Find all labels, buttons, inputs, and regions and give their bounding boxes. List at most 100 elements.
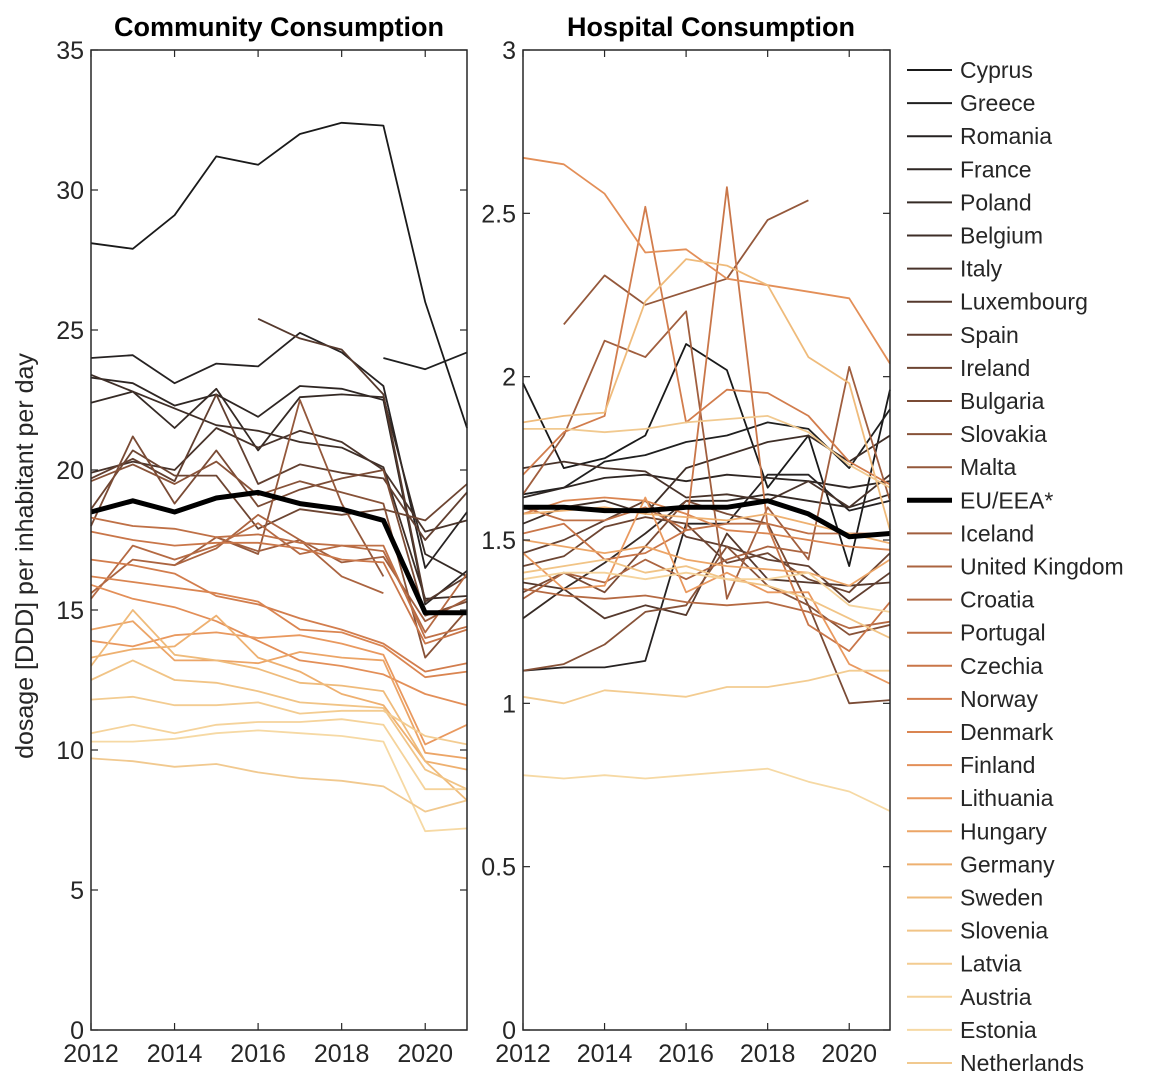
legend-entry-netherlands: Netherlands bbox=[907, 1050, 1084, 1076]
legend-entry-ireland: Ireland bbox=[907, 355, 1030, 381]
hospital-line-sweden bbox=[522, 258, 891, 531]
legend-entry-norway: Norway bbox=[907, 686, 1038, 712]
community-line-slovenia bbox=[90, 659, 468, 791]
community-line-hungary bbox=[90, 620, 468, 760]
legend-entry-slovakia: Slovakia bbox=[907, 421, 1047, 447]
legend-entry-czechia: Czechia bbox=[907, 653, 1043, 679]
community-panel-title: Community Consumption bbox=[114, 12, 444, 42]
hospital-y-tick-label: 0.5 bbox=[481, 854, 516, 882]
legend-label: Lithuania bbox=[960, 785, 1054, 811]
legend-label: Malta bbox=[960, 454, 1016, 480]
community-line-eu-eea bbox=[90, 489, 467, 616]
community-line-cyprus bbox=[90, 121, 468, 429]
community-y-tick-label: 5 bbox=[70, 877, 84, 905]
community-line-luxembourg bbox=[257, 317, 468, 603]
legend-entry-hungary: Hungary bbox=[907, 818, 1047, 844]
community-x-tick-label: 2014 bbox=[147, 1040, 203, 1068]
community-plot-area bbox=[91, 50, 467, 1030]
community-x-tick-label: 2020 bbox=[397, 1040, 453, 1068]
community-axes-box bbox=[90, 49, 468, 1031]
hospital-x-tick-label: 2012 bbox=[495, 1040, 551, 1068]
hospital-y-tick-label: 2 bbox=[502, 364, 516, 392]
community-line-iceland bbox=[174, 536, 468, 623]
hospital-line-eu-eea bbox=[523, 498, 891, 540]
legend-label: United Kingdom bbox=[960, 554, 1124, 580]
community-line-denmark bbox=[90, 575, 468, 679]
community-line-belgium bbox=[90, 373, 468, 600]
legend-label: Germany bbox=[960, 851, 1055, 877]
hospital-line-portugal bbox=[522, 506, 890, 535]
legend-label: Czechia bbox=[960, 653, 1043, 679]
hospital-consumption-panel: Hospital Consumption 2012 2014 2016 2018 202… bbox=[481, 12, 891, 1068]
legend-label: Croatia bbox=[960, 587, 1034, 613]
y-axis-label: dosage [DDD] per inhabitant per day bbox=[11, 353, 39, 759]
hospital-line-croatia bbox=[522, 588, 891, 630]
legend-label: EU/EEA* bbox=[960, 487, 1053, 513]
hospital-plot-area bbox=[523, 50, 890, 1030]
hospital-line-poland bbox=[522, 493, 891, 620]
hospital-x-tick-label: 2016 bbox=[658, 1040, 714, 1068]
hospital-axes-box bbox=[522, 49, 891, 1031]
legend-entry-malta: Malta bbox=[907, 454, 1016, 480]
community-line-greece bbox=[383, 351, 468, 371]
legend-entry-lithuania: Lithuania bbox=[907, 785, 1054, 811]
legend-entry-estonia: Estonia bbox=[907, 1017, 1037, 1043]
legend-entry-croatia: Croatia bbox=[907, 587, 1034, 613]
hospital-line-denmark bbox=[522, 496, 891, 551]
hospital-series-lines bbox=[522, 156, 891, 812]
legend-label: Finland bbox=[960, 752, 1035, 778]
hospital-line-lithuania bbox=[522, 496, 891, 685]
community-y-tick-label: 10 bbox=[56, 737, 84, 765]
community-line-slovakia bbox=[90, 460, 468, 659]
hospital-panel-title: Hospital Consumption bbox=[567, 12, 855, 42]
legend-label: Latvia bbox=[960, 951, 1022, 977]
legend-label: Portugal bbox=[960, 620, 1046, 646]
legend-label: Slovenia bbox=[960, 918, 1048, 944]
legend-label: Luxembourg bbox=[960, 289, 1088, 315]
community-y-tick-label: 20 bbox=[56, 457, 84, 485]
legend-label: Iceland bbox=[960, 520, 1034, 546]
hospital-y-tick-label: 0 bbox=[502, 1017, 516, 1045]
legend-entry-slovenia: Slovenia bbox=[907, 918, 1048, 944]
community-y-tick-label: 15 bbox=[56, 597, 84, 625]
legend-label: Estonia bbox=[960, 1017, 1037, 1043]
community-line-austria bbox=[90, 718, 467, 791]
hospital-y-tick-label: 3 bbox=[502, 37, 516, 65]
hospital-line-norway bbox=[522, 205, 891, 486]
community-line-latvia bbox=[90, 695, 468, 746]
hospital-x-tick-label: 2014 bbox=[577, 1040, 633, 1068]
legend-entry-sweden: Sweden bbox=[907, 885, 1043, 911]
legend-entry-portugal: Portugal bbox=[907, 620, 1046, 646]
legend-entry-austria: Austria bbox=[907, 984, 1032, 1010]
legend: Cyprus Greece Romania France Poland Belgium It… bbox=[907, 57, 1124, 1076]
community-x-tick-label: 2018 bbox=[314, 1040, 370, 1068]
community-line-poland bbox=[90, 387, 468, 578]
legend-label: Slovakia bbox=[960, 421, 1047, 447]
community-consumption-panel: Community Consumption 2012 2014 2016 2018 20… bbox=[56, 12, 468, 1068]
legend-label: Norway bbox=[960, 686, 1038, 712]
community-series-lines bbox=[90, 121, 468, 833]
legend-label: Spain bbox=[960, 322, 1019, 348]
community-axis-ticks: 2012 2014 2016 2018 2020 0 5 10 15 20 25 30 35 bbox=[56, 37, 467, 1068]
legend-label: Belgium bbox=[960, 223, 1043, 249]
legend-label: Greece bbox=[960, 90, 1035, 116]
hospital-line-malta bbox=[563, 199, 809, 325]
hospital-line-austria bbox=[522, 571, 891, 613]
hospital-line-latvia bbox=[522, 669, 890, 705]
community-line-portugal bbox=[90, 516, 468, 639]
community-line-united-kingdom bbox=[90, 513, 384, 595]
legend-entry-luxembourg: Luxembourg bbox=[907, 289, 1088, 315]
legend-label: Poland bbox=[960, 189, 1032, 215]
legend-entry-belgium: Belgium bbox=[907, 223, 1043, 249]
legend-entry-greece: Greece bbox=[907, 90, 1035, 116]
legend-label: Cyprus bbox=[960, 57, 1033, 83]
hospital-x-tick-label: 2020 bbox=[821, 1040, 877, 1068]
legend-label: Hungary bbox=[960, 818, 1047, 844]
hospital-line-italy bbox=[522, 460, 891, 509]
community-line-netherlands bbox=[90, 757, 468, 813]
community-line-norway bbox=[90, 558, 468, 673]
legend-entry-bulgaria: Bulgaria bbox=[907, 388, 1045, 414]
legend-entry-latvia: Latvia bbox=[907, 951, 1022, 977]
hospital-line-france bbox=[522, 473, 891, 499]
